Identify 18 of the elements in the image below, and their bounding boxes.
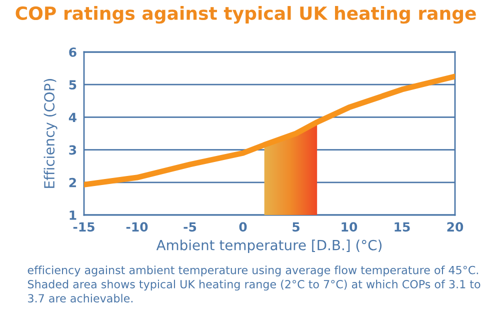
x-tick-label: 15 <box>394 222 410 232</box>
x-tick-label: 20 <box>447 222 464 232</box>
y-tick-label: 1 <box>70 210 76 220</box>
x-tick-label: -5 <box>184 222 196 232</box>
x-axis-title: Ambient temperature [D.B.] (°C) <box>156 240 382 254</box>
y-tick-label: 4 <box>68 112 76 122</box>
y-tick-label: 6 <box>69 47 76 57</box>
y-tick-label: 3 <box>69 145 76 155</box>
y-tick-label: 2 <box>69 178 76 188</box>
chart-title: COP ratings against typical UK heating range <box>16 6 476 24</box>
x-tick-label: 0 <box>239 222 247 232</box>
y-axis-title: Efficiency (COP) <box>44 79 58 188</box>
x-tick-label: 10 <box>342 222 358 232</box>
x-tick-label: -10 <box>126 222 148 232</box>
y-tick-label: 5 <box>69 80 76 90</box>
text: efficiency against ambient temperature using average flow temperature of 45°C. Shaded area shows typical UK heating range (2°C to 7°C) at which COPs of 3.1 to 3.7 are achievable. <box>28 266 480 303</box>
x-tick-label: 5 <box>292 222 300 232</box>
x-tick-label: -15 <box>73 222 94 232</box>
